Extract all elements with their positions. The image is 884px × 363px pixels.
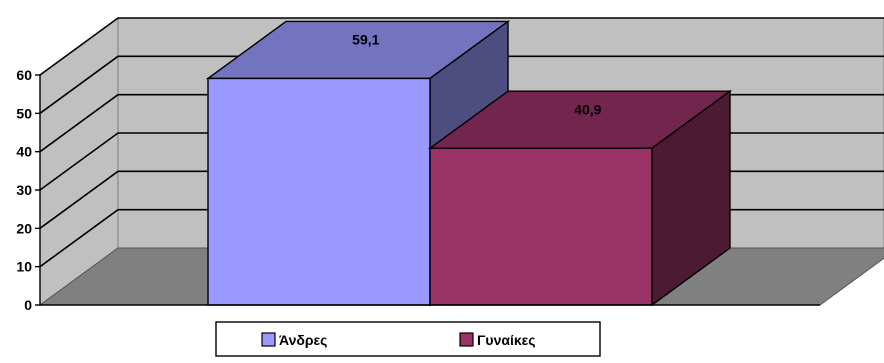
bar-front: [207, 77, 431, 306]
y-axis: 0 10 20 30 40 50 60: [16, 67, 820, 313]
data-labels: 59,1 40,9: [352, 32, 601, 118]
gridline: [39, 17, 884, 76]
bar-2: [427, 89, 733, 307]
data-label: 59,1: [352, 32, 379, 48]
y-tick-label: 60: [16, 67, 32, 83]
data-label: 40,9: [574, 101, 601, 117]
legend-label: Γυναίκες: [477, 332, 536, 348]
legend-label: Άνδρες: [279, 332, 327, 348]
legend-swatch: [459, 332, 474, 347]
legend-box: [215, 321, 601, 357]
y-tick-label: 50: [16, 105, 32, 121]
gridline: [39, 55, 884, 114]
y-tick-label: 20: [16, 220, 32, 236]
y-tick-label: 10: [16, 259, 32, 275]
y-tick-label: 30: [16, 182, 32, 198]
legend: Άνδρες Γυναίκες: [215, 321, 601, 357]
bar-front: [429, 147, 653, 306]
y-tick-label: 40: [16, 144, 32, 160]
legend-swatch: [261, 332, 276, 347]
y-tick-label: 0: [24, 297, 32, 313]
